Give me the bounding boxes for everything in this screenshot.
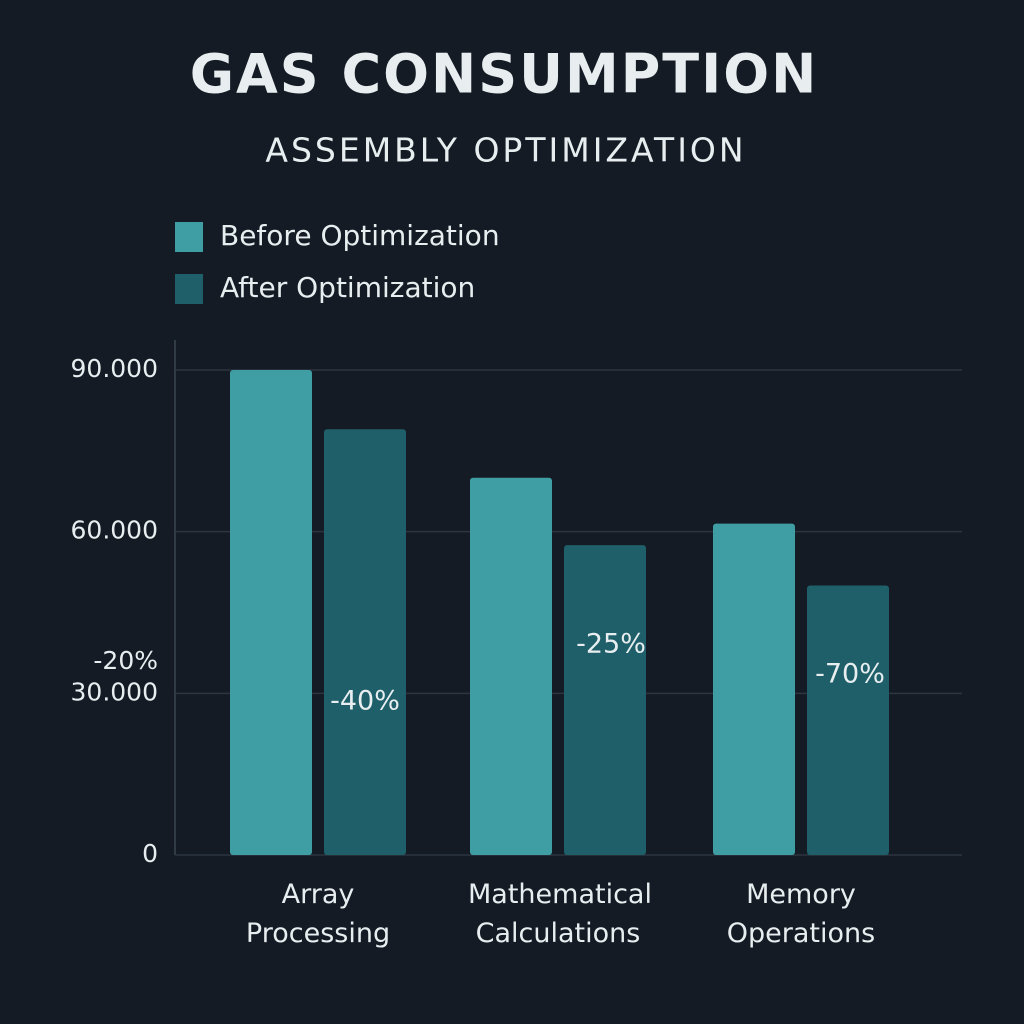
chart-subtitle: ASSEMBLY OPTIMIZATION: [265, 131, 746, 170]
chart-title: GAS CONSUMPTION: [190, 43, 819, 106]
y-tick-label: 60.000: [71, 516, 158, 545]
bar: [230, 370, 312, 855]
legend-swatch: [175, 222, 203, 252]
x-tick-label: Memory Operations: [726, 879, 876, 949]
bar: [564, 545, 646, 855]
bar: [470, 477, 552, 855]
bar: [713, 523, 795, 855]
annotation: -40%: [330, 686, 400, 717]
x-tick-label: Array Processing: [245, 879, 391, 949]
annotation: -20%: [93, 646, 158, 675]
y-tick-label: 30.000: [71, 677, 158, 706]
bar: [807, 585, 889, 855]
annotation: -25%: [576, 629, 646, 660]
legend-swatch: [175, 274, 203, 304]
y-tick-label: 90.000: [71, 354, 158, 383]
annotation: -70%: [815, 659, 885, 690]
x-tick-label: Mathematical Calculations: [468, 879, 652, 949]
bar: [324, 429, 406, 855]
legend-label: Before Optimization: [220, 219, 500, 252]
y-tick-label: 0: [142, 839, 158, 868]
legend-label: After Optimization: [220, 271, 475, 304]
